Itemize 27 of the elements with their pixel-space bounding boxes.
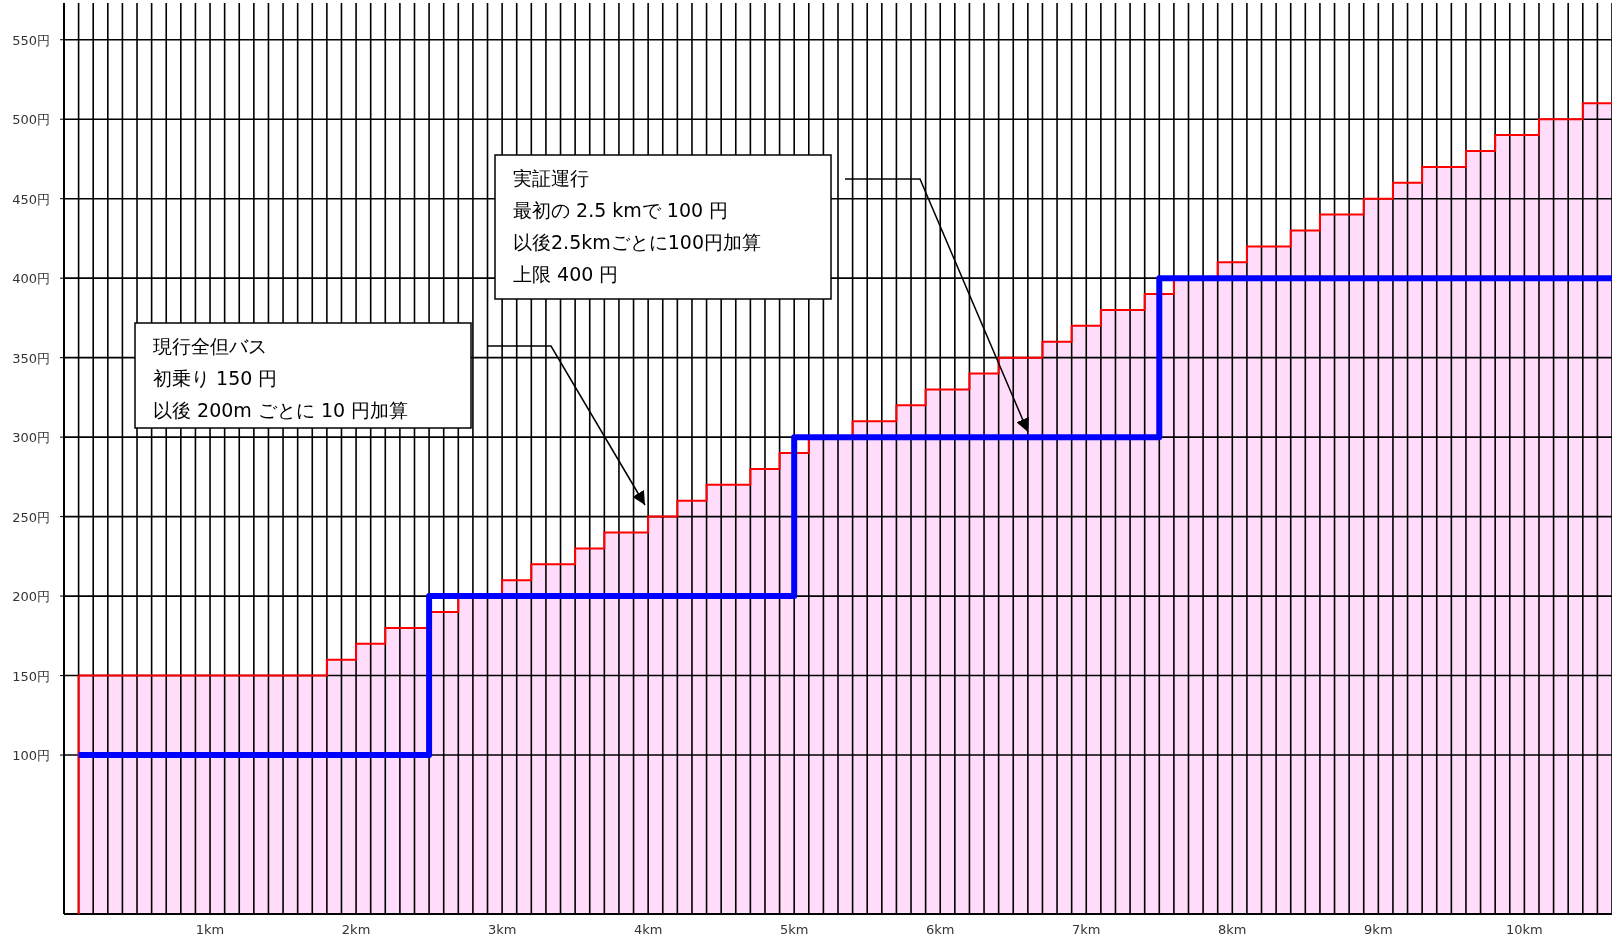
x-tick-label: 7km xyxy=(1072,922,1101,937)
y-tick-label: 100円 xyxy=(12,748,50,764)
x-tick-label: 4km xyxy=(633,922,663,937)
x-tick-label: 1km xyxy=(195,922,225,937)
x-tick-label: 10km xyxy=(1506,922,1543,937)
y-tick-label: 500円 xyxy=(12,112,50,128)
annotation: 現行全但バス xyxy=(153,335,267,357)
y-tick-label: 450円 xyxy=(12,191,50,207)
annotation: 上限 400 円 xyxy=(513,263,619,285)
y-tick-label: 150円 xyxy=(12,668,50,684)
x-tick-label: 2km xyxy=(341,922,371,937)
annotation: 初乗り 150 円 xyxy=(153,367,278,389)
y-tick-label: 200円 xyxy=(12,589,50,605)
y-tick-label: 400円 xyxy=(12,271,50,287)
annotation: 実証運行 xyxy=(513,167,589,189)
x-tick-label: 3km xyxy=(487,922,517,937)
x-tick-label: 8km xyxy=(1218,922,1247,937)
x-tick-label: 6km xyxy=(925,922,955,937)
y-tick-label: 250円 xyxy=(12,509,50,525)
y-tick-label: 300円 xyxy=(12,430,50,446)
y-tick-label: 550円 xyxy=(12,32,50,48)
y-tick-label: 350円 xyxy=(12,350,50,366)
annotation: 以後 200m ごとに 10 円加算 xyxy=(153,399,409,421)
annotation: 以後2.5kmごとに100円加算 xyxy=(513,231,761,253)
annotation: 最初の 2.5 kmで 100 円 xyxy=(513,199,729,221)
x-tick-label: 9km xyxy=(1364,922,1393,937)
x-tick-label: 5km xyxy=(779,922,809,937)
